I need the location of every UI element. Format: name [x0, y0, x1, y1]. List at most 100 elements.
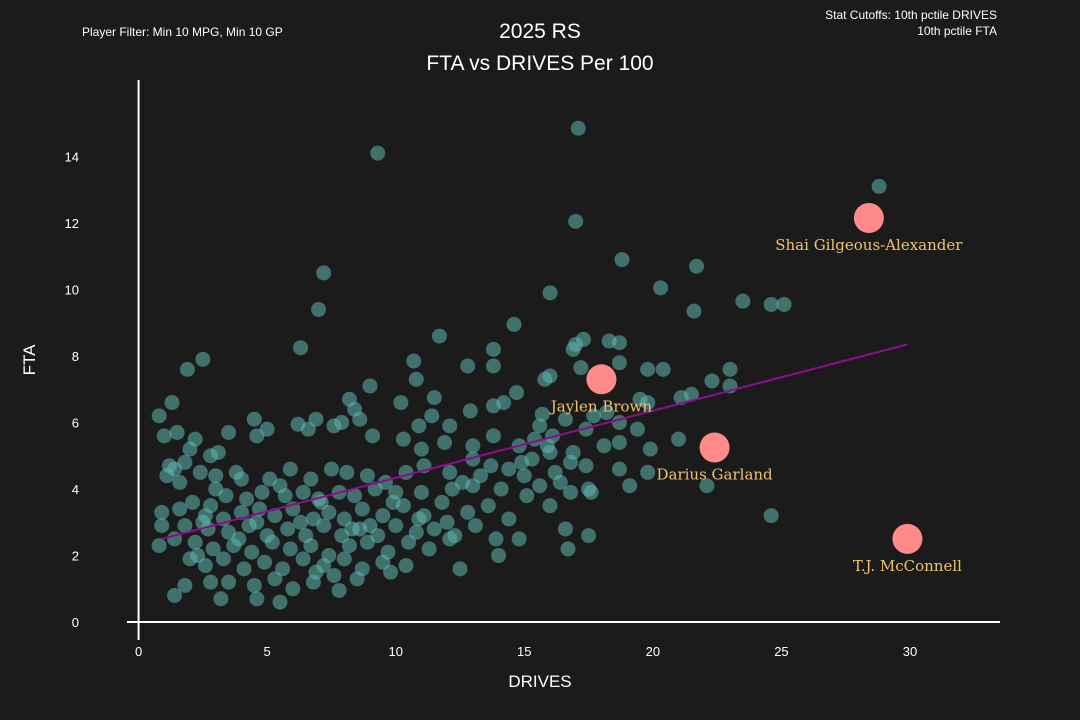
player-point [426, 390, 442, 406]
player-point [629, 421, 645, 437]
player-point [249, 591, 265, 607]
y-tick-label: 14 [65, 150, 79, 165]
player-point [395, 431, 411, 447]
player-point [434, 494, 450, 510]
stat-cutoffs-note-line1: Stat Cutoffs: 10th pctile DRIVES [825, 8, 997, 22]
player-point [611, 434, 627, 450]
player-point [640, 395, 656, 411]
player-point [413, 484, 429, 500]
player-point [485, 341, 501, 357]
player-point [527, 431, 543, 447]
player-point [460, 358, 476, 374]
player-point [411, 511, 427, 527]
player-point [426, 521, 442, 537]
player-point [267, 571, 283, 587]
player-point [285, 581, 301, 597]
player-point [442, 531, 458, 547]
player-point [185, 494, 201, 510]
player-point [431, 328, 447, 344]
player-point [493, 481, 509, 497]
player-point [408, 371, 424, 387]
player-point [537, 371, 553, 387]
player-point [560, 541, 576, 557]
player-point [383, 564, 399, 580]
player-point [282, 541, 298, 557]
player-point [190, 548, 206, 564]
player-point [203, 574, 219, 590]
player-point [699, 478, 715, 494]
player-point [735, 293, 751, 309]
player-point [485, 358, 501, 374]
chart-subtitle: FTA vs DRIVES Per 100 [426, 52, 653, 75]
player-point [534, 406, 550, 422]
player-point [586, 408, 602, 424]
player-point [421, 541, 437, 557]
player-point [210, 444, 226, 460]
player-point [583, 484, 599, 500]
player-point [282, 461, 298, 477]
player-point [161, 458, 177, 474]
player-point [311, 301, 327, 317]
player-point [552, 474, 568, 490]
player-point [568, 213, 584, 229]
player-point [506, 316, 522, 332]
player-point [462, 403, 478, 419]
player-point [308, 411, 324, 427]
player-point [208, 481, 224, 497]
player-point [154, 518, 170, 534]
player-point [437, 434, 453, 450]
player-point [763, 508, 779, 524]
player-point [326, 567, 342, 583]
x-tick-label: 0 [135, 644, 142, 659]
player-point [460, 504, 476, 520]
player-point [303, 471, 319, 487]
player-point [187, 534, 203, 550]
trend-line [161, 343, 908, 540]
player-point [465, 451, 481, 467]
player-point [169, 425, 185, 441]
player-point [483, 458, 499, 474]
player-point [347, 488, 363, 504]
player-point [509, 385, 525, 401]
player-point [542, 498, 558, 514]
player-point [323, 461, 339, 477]
player-point [563, 454, 579, 470]
player-filter-note: Player Filter: Min 10 MPG, Min 10 GP [82, 25, 283, 39]
chart-title: 2025 RS [499, 20, 581, 43]
player-point [640, 361, 656, 377]
player-point [539, 438, 555, 454]
y-tick-label: 6 [72, 416, 79, 431]
player-point [611, 335, 627, 351]
player-point [272, 478, 288, 494]
player-point [172, 474, 188, 490]
player-point [581, 528, 597, 544]
player-point [411, 418, 427, 434]
player-point [406, 353, 422, 369]
player-point [871, 178, 887, 194]
player-point [359, 468, 375, 484]
player-point [295, 484, 311, 500]
x-tick-label: 15 [517, 644, 531, 659]
player-point [367, 481, 383, 497]
player-point [455, 474, 471, 490]
player-point [532, 418, 548, 434]
player-point [557, 411, 573, 427]
player-point [316, 265, 332, 281]
player-point [686, 303, 702, 319]
player-point [331, 582, 347, 598]
x-axis-label: DRIVES [508, 672, 571, 691]
player-point [349, 571, 365, 587]
player-point [195, 351, 211, 367]
player-point [439, 514, 455, 530]
player-point [511, 531, 527, 547]
player-point [182, 441, 198, 457]
player-point [213, 591, 229, 607]
player-point [316, 518, 332, 534]
player-point [599, 405, 615, 421]
player-point [362, 378, 378, 394]
player-point [501, 461, 517, 477]
player-point [501, 511, 517, 527]
player-point [336, 551, 352, 567]
player-point [362, 518, 378, 534]
x-tick-label: 25 [774, 644, 788, 659]
